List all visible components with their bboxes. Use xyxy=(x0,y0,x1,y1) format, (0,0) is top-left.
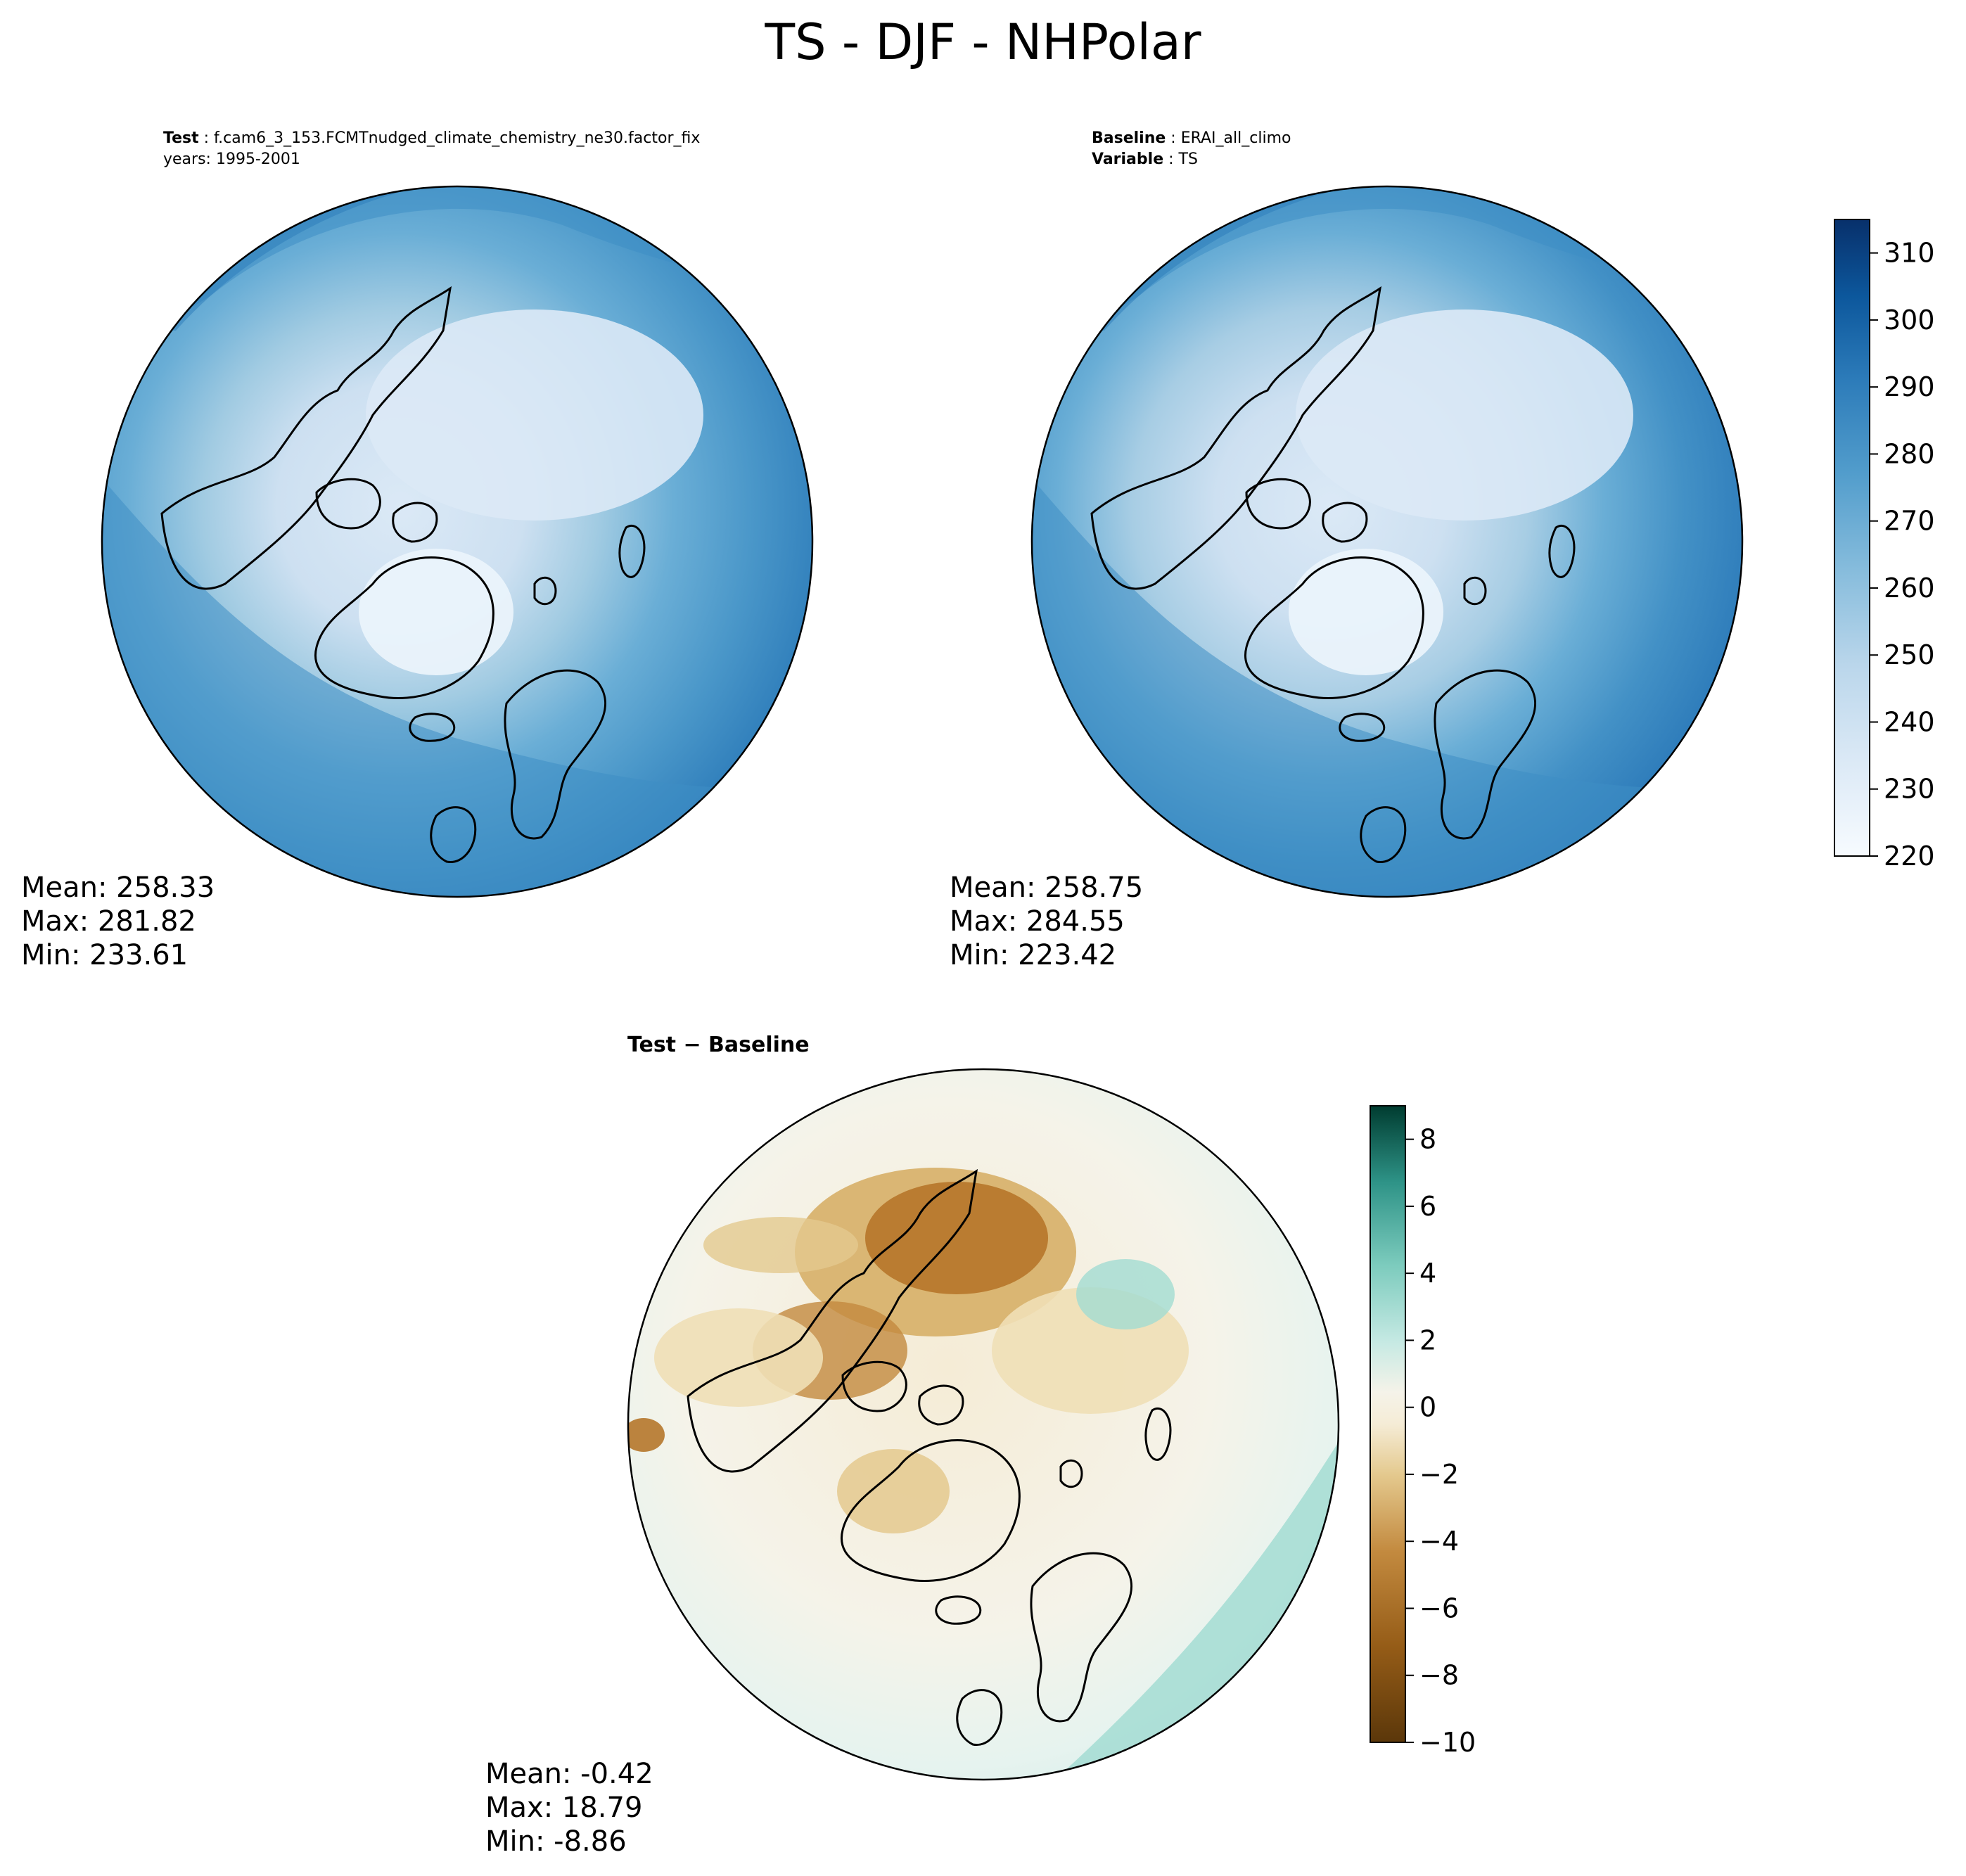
colorbar-brbg-ticks: −10 −8 −6 −4 −2 0 2 4 6 8 xyxy=(1405,1124,1476,1758)
colorbar-brbg-tick-label: −8 xyxy=(1419,1660,1459,1691)
difference-min: Min: -8.86 xyxy=(485,1825,627,1858)
map-baseline-border xyxy=(1030,185,1744,898)
colorbar-brbg: −10 −8 −6 −4 −2 0 2 4 6 8 xyxy=(1370,1105,1476,1758)
colorbar-brbg-tick-label: 0 xyxy=(1419,1392,1436,1423)
map-baseline xyxy=(1030,185,1744,898)
test-max: Max: 281.82 xyxy=(21,905,196,938)
colorbar-blues-tick-label: 260 xyxy=(1884,573,1935,604)
colorbar-brbg-tick-label: −4 xyxy=(1419,1526,1459,1557)
colorbar-brbg-tick-label: 6 xyxy=(1419,1191,1436,1222)
colorbar-brbg-bar xyxy=(1370,1105,1406,1743)
colorbar-blues-tick-label: 220 xyxy=(1884,841,1935,872)
colorbar-blues-bar xyxy=(1834,219,1870,857)
colorbar-brbg-tick-label: 2 xyxy=(1419,1325,1436,1355)
colorbar-brbg-tick-label: −2 xyxy=(1419,1459,1459,1490)
colorbar-brbg-tick-label: 8 xyxy=(1419,1124,1436,1155)
baseline-header-value: ERAI_all_climo xyxy=(1180,129,1291,147)
map-test xyxy=(101,185,814,898)
test-header-line1: Test : f.cam6_3_153.FCMTnudged_climate_c… xyxy=(163,129,701,147)
baseline-header-line1: Baseline : ERAI_all_climo xyxy=(1092,129,1291,147)
colorbar-blues-ticks: 220 230 240 250 260 270 280 290 300 310 xyxy=(1870,238,1935,872)
test-mean: Mean: 258.33 xyxy=(21,872,215,904)
test-header-line2: years: 1995-2001 xyxy=(163,151,300,168)
variable-header-value: TS xyxy=(1178,151,1198,168)
difference-stats: Mean: -0.42 Max: 18.79 Min: -8.86 xyxy=(485,1757,653,1858)
difference-header: Test − Baseline xyxy=(627,1033,810,1057)
colorbar-blues: 220 230 240 250 260 270 280 290 300 310 xyxy=(1834,219,1935,872)
colorbar-blues-tick-label: 230 xyxy=(1884,774,1935,805)
baseline-max: Max: 284.55 xyxy=(950,905,1125,938)
baseline-min: Min: 223.42 xyxy=(950,939,1117,971)
colorbar-brbg-tick-label: −10 xyxy=(1419,1727,1476,1758)
map-difference-border xyxy=(627,1068,1340,1781)
colorbar-blues-tick-label: 290 xyxy=(1884,371,1935,402)
colorbar-blues-tick-label: 280 xyxy=(1884,438,1935,469)
colorbar-blues-tick-label: 300 xyxy=(1884,305,1935,336)
figure-title: TS - DJF - NHPolar xyxy=(765,13,1201,71)
colorbar-blues-tick-label: 250 xyxy=(1884,639,1935,670)
difference-max: Max: 18.79 xyxy=(485,1792,643,1824)
colorbar-brbg-tick-label: 4 xyxy=(1419,1258,1436,1289)
baseline-stats: Mean: 258.75 Max: 284.55 Min: 223.42 xyxy=(950,871,1143,972)
colorbar-blues-tick-label: 310 xyxy=(1884,238,1935,269)
test-header-label: Test xyxy=(163,129,199,147)
difference-mean: Mean: -0.42 xyxy=(485,1758,653,1790)
test-min: Min: 233.61 xyxy=(21,939,189,971)
baseline-header-label: Baseline xyxy=(1092,129,1166,147)
map-difference xyxy=(627,1068,1340,1781)
variable-header-label: Variable xyxy=(1092,151,1164,168)
colorbar-brbg-tick-label: −6 xyxy=(1419,1593,1459,1623)
baseline-mean: Mean: 258.75 xyxy=(950,872,1144,904)
variable-header-line: Variable : TS xyxy=(1092,151,1198,168)
test-header-value: f.cam6_3_153.FCMTnudged_climate_chemistr… xyxy=(214,129,701,147)
map-test-border xyxy=(101,185,814,898)
test-stats: Mean: 258.33 Max: 281.82 Min: 233.61 xyxy=(21,871,215,972)
colorbar-blues-tick-label: 240 xyxy=(1884,706,1935,737)
colorbar-blues-tick-label: 270 xyxy=(1884,506,1935,537)
